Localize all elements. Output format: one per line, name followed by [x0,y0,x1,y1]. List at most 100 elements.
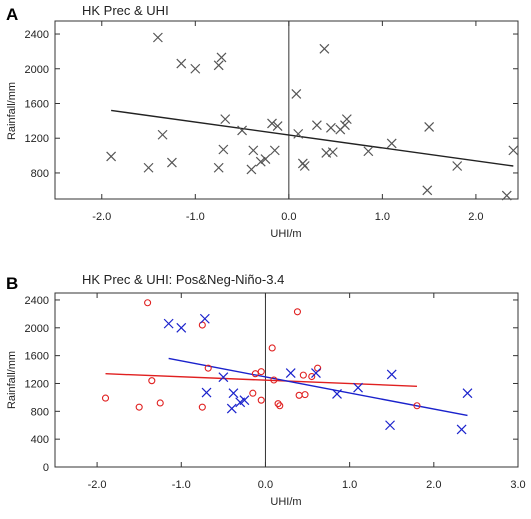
panel-b-title: HK Prec & UHI: Pos&Neg-Niño-3.4 [82,272,284,287]
panel-a-plot-frame [54,20,519,200]
panel-a-data-point-cross [326,122,336,133]
panel-b-data-point-circle [257,368,265,376]
panel-b-cross-stroke [353,382,363,393]
panel-b-cross-stroke [239,395,250,406]
panel-b-data-point-circle [293,308,301,316]
panel-a-y-tick-label: 1600 [25,98,49,110]
panel-a-data-point-cross [216,52,227,63]
panel-b-x-tick-label: 3.0 [510,479,525,491]
panel-a-cross-stroke [386,138,397,149]
panel-b-y-tick-label: 0 [43,462,49,474]
panel-b-cross-stroke [332,388,342,399]
panel-a-data-point-cross [327,147,338,158]
panel-a-data-point-cross [501,190,512,201]
panel-a-x-ticks: -2.0 -1.0 0.0 1.0 2.0 [92,21,484,223]
panel-b-data-point-cross [226,403,237,414]
panel-b-y-tick-label: 800 [31,406,49,418]
panel-b-data-point-cross [228,388,239,399]
panel-b-data-point-circle [144,299,152,307]
panel-b-y-tick-label: 1200 [25,378,49,390]
panel-b-data-point-circle [148,377,156,385]
panel-b-data-point-circle [295,391,303,399]
panel-a-x-tick-label: 1.0 [375,211,390,223]
panel-a-cross-stroke [293,128,304,139]
panel-b-cross-stroke [226,403,237,414]
panel-a-data-point-cross [190,63,201,74]
panel-a-x-tick-label: 2.0 [468,211,483,223]
panel-a-cross-stroke [218,144,229,155]
panel-b-cross-stroke [462,388,473,399]
panel-a-cross-stroke [291,89,302,99]
panel-b-data-point-circle [249,389,257,397]
panel-b-cross-stroke [285,368,296,378]
panel-a-data-point-cross [267,118,277,129]
panel-a-y-tick-label: 1200 [25,133,49,145]
panel-a-data-point-cross [106,151,117,162]
panel-b-plot-frame [54,292,519,468]
panel-b-data-point-cross [456,424,467,435]
panel-a-cross-stroke [326,122,336,133]
panel-a-data-point-cross [269,145,280,156]
panel-b-label: B [6,274,18,293]
panel-a-cross-stroke [157,129,168,140]
panel-a-label: A [6,5,18,24]
panel-a-y-tick-label: 800 [31,168,49,180]
panel-b-data-point-circle [301,391,309,399]
panel-a-cross-stroke [269,145,280,156]
panel-b-data-point-circle [204,364,212,372]
panel-b-data-point-circle [274,400,282,408]
panel-b-data-point-cross [386,369,397,380]
panel-a-cross-stroke [255,156,266,167]
panel-a-data-point-cross [311,120,322,131]
panel-b-data-point-cross [201,387,212,398]
panel-b-data-point-cross [163,318,174,329]
panel-a-cross-stroke [152,32,163,43]
panel-b-data-point-cross [285,368,296,378]
panel-b-trend-group [105,357,468,417]
panel-b-data-point-circle [270,376,278,384]
panel-a-data-point-cross [424,122,435,132]
panel-a-data-point-cross [452,161,463,171]
panel-a-data-point-cross [237,125,247,136]
panel-a-x-tick-label: -1.0 [186,211,205,223]
panel-a-data-point-cross [363,146,374,157]
panel-a-data-point-cross [152,32,163,43]
panel-b-cross-stroke [201,387,212,398]
panel-a-cross-stroke [143,162,154,173]
panel-b-cross-stroke [163,318,174,329]
panel-a-cross-stroke [176,58,187,69]
panel-a-data-point-cross [260,154,271,164]
panel-a-data-point-cross [213,60,224,71]
panel-b-data-point-circle [135,403,143,411]
panel-b-data-point-circle [156,399,164,407]
panel-a-cross-stroke [340,120,350,131]
panel-a-cross-stroke [363,146,374,157]
panel-b-data-point-circle [198,403,206,411]
panel-a-data-point-cross [386,138,397,149]
panel-a-cross-stroke [213,162,224,173]
panel-a-cross-stroke [220,114,231,125]
panel-a-cross-stroke [341,114,352,125]
panel-a-data-point-cross [248,145,259,156]
panel-b-xlabel: UHI/m [270,496,301,508]
panel-b-y-tick-label: 2400 [25,295,49,307]
panel-a-data-point-cross [341,114,352,125]
panel-b-data-point-cross [385,420,395,431]
panel-a-ylabel: Rainfall/mm [6,82,18,140]
panel-a-points-group [106,32,519,201]
panel-a-xlabel: UHI/m [270,228,301,240]
panel-b-data-point-cross [199,313,210,324]
panel-b-cross-stroke [385,420,395,431]
panel-b-trend-line [105,373,418,387]
panel-a-x-tick-label: 0.0 [281,211,296,223]
panel-a-data-point-cross [157,129,168,140]
panel-b-data-point-cross [176,322,187,333]
panel-a-cross-stroke [501,190,512,201]
panel-a-cross-stroke [272,121,283,131]
panel-a-data-point-cross [272,121,283,131]
panel-b-data-point-circle [308,372,316,381]
panel-a-data-point-cross [255,156,266,167]
panel-a-y-tick-label: 2400 [25,29,49,41]
panel-a-cross-stroke [299,161,310,171]
